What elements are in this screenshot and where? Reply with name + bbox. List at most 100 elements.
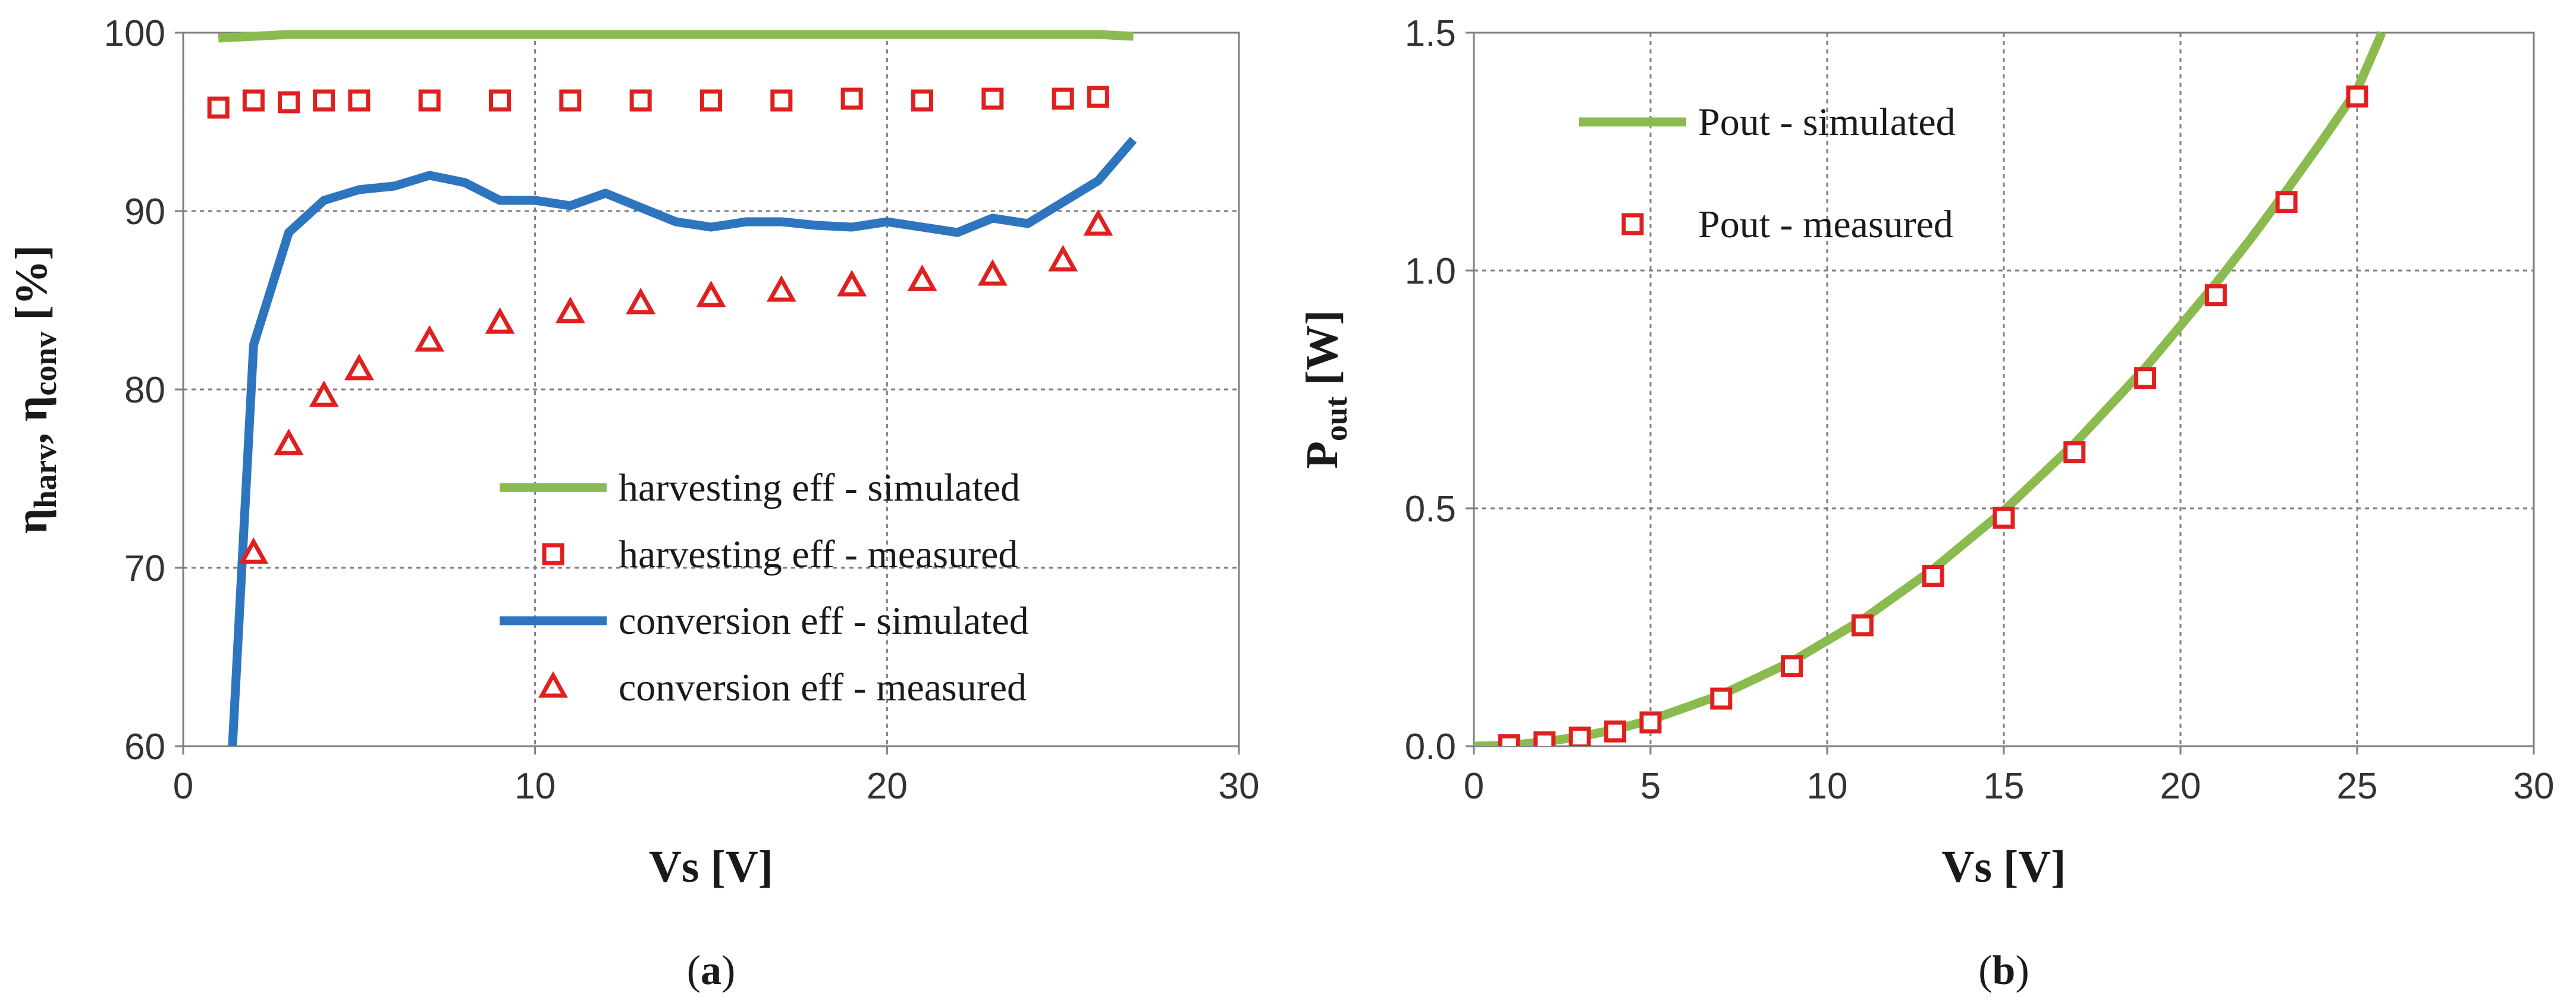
data-point (837, 269, 867, 297)
chart-panel-b: 0 5 10 15 20 25 300.00.51.01.5Vs [V]Pout [W]Po… (1297, 13, 2554, 994)
data-point (1993, 507, 2015, 529)
y-label-main: P (1297, 441, 1347, 469)
y-tick-label: 100 (104, 13, 165, 54)
data-point (207, 96, 230, 119)
data-point (313, 89, 335, 112)
data-point (977, 259, 1008, 286)
y-tick-label: 0.5 (1405, 489, 1456, 530)
y-label-eta: η (7, 508, 57, 534)
caption-paren: ) (2015, 948, 2029, 994)
series-line (228, 137, 1137, 746)
data-point (239, 537, 269, 564)
y-tick-label: 80 (124, 370, 165, 411)
data-point (348, 89, 371, 112)
caption-letter: a (701, 948, 721, 994)
panel-caption: (a) (687, 948, 736, 994)
caption-paren: ) (721, 948, 735, 994)
data-point (309, 380, 339, 407)
data-point (907, 264, 937, 291)
data-point (1710, 687, 1733, 710)
y-axis-label: ηharv, ηconv [%] (7, 245, 63, 534)
data-point (2063, 441, 2086, 464)
y-label-separator: , (7, 422, 57, 444)
data-point (626, 287, 656, 315)
data-point (911, 89, 933, 112)
caption-paren: ( (1978, 948, 1992, 994)
data-point (1568, 727, 1591, 746)
series-pout-measured (1498, 85, 2368, 746)
legend-label: harvesting eff - simulated (619, 466, 1020, 510)
data-point (418, 89, 441, 112)
plot-area (1474, 31, 2386, 746)
y-label-subscript: conv (27, 332, 63, 396)
data-point (485, 307, 515, 334)
data-point (700, 89, 722, 112)
data-point (1922, 565, 1944, 587)
data-point (770, 89, 793, 112)
data-point (1639, 711, 1662, 734)
panel-caption: (b) (1978, 948, 2029, 994)
series-conversion-eff-measured (239, 209, 1113, 564)
legend-item: conversion eff - simulated (500, 599, 1029, 643)
x-tick-label: 30 (1219, 766, 1260, 807)
caption-letter: b (1993, 948, 2016, 994)
data-point (555, 296, 585, 323)
plot-area (207, 30, 1137, 746)
series-conversion-eff-simulated (228, 137, 1137, 746)
x-tick-label: 0 (173, 766, 193, 807)
data-point (981, 87, 1004, 110)
legend-label: conversion eff - measured (619, 666, 1027, 709)
data-point (1498, 734, 1520, 746)
y-tick-label: 60 (124, 727, 165, 768)
data-point (274, 428, 304, 455)
legend-item: conversion eff - measured (538, 666, 1027, 709)
y-label-eta: η (7, 396, 57, 422)
y-label-subscript: out (1318, 397, 1354, 441)
legend-label: conversion eff - simulated (619, 599, 1029, 643)
data-point (1048, 244, 1078, 272)
data-point (2275, 191, 2298, 213)
data-point (242, 89, 265, 112)
legend-label: Pout - simulated (1698, 100, 1956, 144)
data-point (415, 325, 445, 352)
y-tick-label: 1.5 (1405, 13, 1456, 54)
data-point (2346, 85, 2368, 108)
legend-item: Pout - measured (1621, 203, 1953, 246)
y-label-unit: [W] (1297, 310, 1347, 397)
y-label-unit: [%] (7, 245, 57, 332)
data-point (278, 91, 300, 114)
data-point (1052, 87, 1074, 110)
plot-frame (1473, 32, 2535, 747)
legend-item: Pout - simulated (1579, 100, 1956, 144)
x-axis-label: Vs [V] (649, 842, 773, 892)
legend-label: Pout - measured (1698, 203, 1953, 246)
x-tick-label: 10 (1807, 766, 1848, 807)
data-point (1087, 86, 1109, 108)
legend-swatch (542, 543, 564, 565)
data-point (2204, 284, 2227, 307)
legend: harvesting eff - simulated harvesting eff… (500, 466, 1029, 709)
data-point (559, 89, 582, 112)
data-point (840, 87, 863, 110)
data-point (344, 353, 374, 381)
data-point (1604, 720, 1627, 743)
y-label-subscript: harv (27, 444, 63, 508)
x-tick-label: 10 (514, 766, 556, 807)
series-harvesting-eff-measured (207, 86, 1109, 119)
legend-item: harvesting eff - measured (542, 533, 1018, 576)
data-point (629, 89, 652, 112)
data-point (489, 89, 511, 112)
legend-swatch (538, 671, 568, 698)
data-point (696, 280, 726, 307)
legend-swatch (1621, 213, 1644, 235)
x-tick-label: 15 (1984, 766, 2025, 807)
y-tick-label: 1.0 (1405, 251, 1456, 292)
data-point (1851, 614, 1874, 637)
x-tick-label: 5 (1640, 766, 1661, 807)
data-point (1083, 209, 1113, 236)
data-point (2134, 367, 2157, 389)
x-tick-label: 30 (2514, 766, 2555, 807)
legend-label: harvesting eff - measured (619, 533, 1018, 576)
